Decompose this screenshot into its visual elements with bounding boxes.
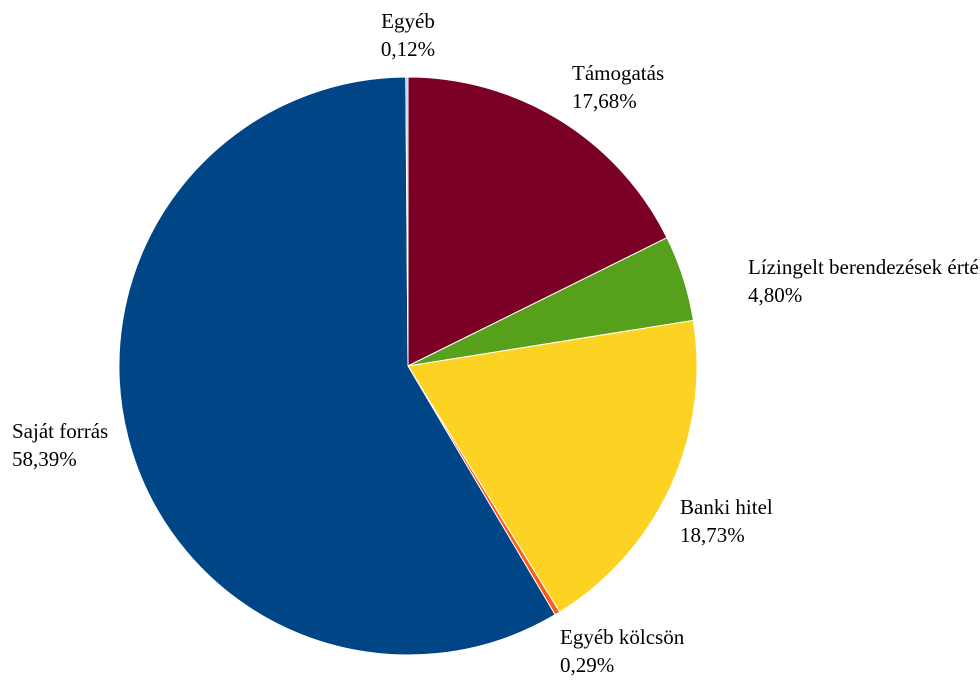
slice-label-percent: 18,73% <box>680 523 745 547</box>
pie-slice-saját-forrás <box>118 76 556 656</box>
pie-slices <box>118 76 698 656</box>
slice-label-name: Saját forrás <box>12 419 108 443</box>
slice-label-percent: 58,39% <box>12 447 77 471</box>
slice-label: Támogatás 17,68% <box>572 61 664 113</box>
slice-label-name: Támogatás <box>572 61 664 85</box>
pie-labels: Támogatás 17,68% Lízingelt berendezések ér… <box>12 9 980 677</box>
slice-label: Lízingelt berendezések értéke 4,80% <box>748 255 980 307</box>
slice-label: Egyéb 0,12% <box>381 9 435 61</box>
pie-slice-banki-hitel <box>407 319 698 613</box>
slice-label-percent: 17,68% <box>572 89 637 113</box>
slice-label-percent: 4,80% <box>748 283 802 307</box>
slice-label-name: Lízingelt berendezések értéke <box>748 255 980 279</box>
pie-slice-támogatás <box>407 76 668 367</box>
slice-label-name: Egyéb kölcsön <box>560 625 685 649</box>
slice-label: Egyéb kölcsön 0,29% <box>560 625 685 677</box>
slice-label-percent: 0,29% <box>560 653 614 677</box>
slice-label-name: Banki hitel <box>680 495 773 519</box>
slice-label: Banki hitel 18,73% <box>680 495 773 547</box>
slice-label: Saját forrás 58,39% <box>12 419 108 471</box>
pie-slice-egyéb <box>405 76 409 367</box>
slice-label-name: Egyéb <box>381 9 435 33</box>
slice-label-percent: 0,12% <box>381 37 435 61</box>
